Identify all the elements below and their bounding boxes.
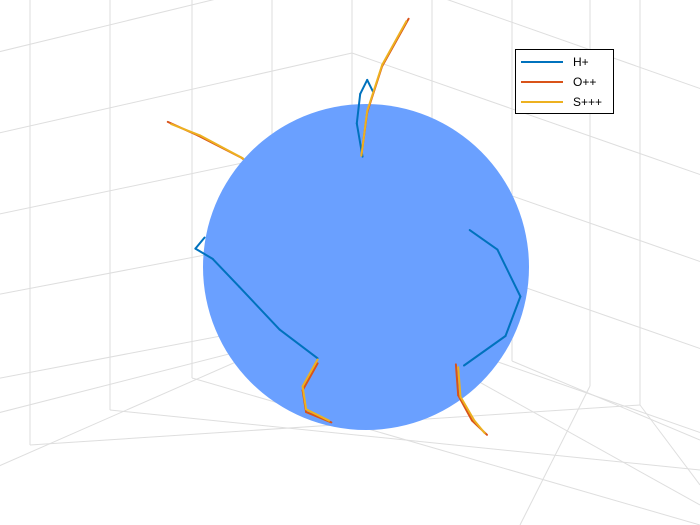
trajectory-segment-h-plus-3: [366, 78, 374, 93]
trajectory-segment-s-plus-plus-plus-3: [366, 64, 384, 113]
trajectory-segment-s-plus-plus-plus-1: [305, 408, 331, 422]
trajectory-segment-h-plus-1: [278, 328, 319, 360]
trajectory-segment-s-plus-plus-plus-2: [473, 419, 486, 435]
trajectory-segment-h-plus-1: [194, 247, 214, 260]
trajectory-segment-s-plus-plus-plus-3: [360, 110, 369, 157]
legend-label-s-plus-plus-plus: S+++: [573, 95, 602, 109]
trajectories-front: [194, 17, 522, 436]
trajectory-segment-h-plus-2: [463, 335, 507, 367]
trajectory-segment-h-plus-2: [468, 229, 499, 251]
grid-line: [0, 342, 273, 413]
trajectory-segment-o-plus-plus-2: [457, 394, 473, 422]
grid-line: [447, 0, 700, 90]
grid-line: [351, 52, 700, 176]
trajectory-segment-s-plus-plus-plus-1: [301, 385, 308, 411]
grid-line: [511, 360, 700, 441]
grid-line: [519, 385, 591, 525]
grid-line: [0, 52, 353, 134]
legend-label-h-plus: H+: [573, 55, 589, 69]
trajectory-segment-s-plus-plus-plus-5: [170, 123, 201, 137]
grid-line: [639, 404, 700, 486]
trajectory-segment-h-plus-1: [238, 285, 281, 331]
legend: H+ O++ S+++: [515, 49, 614, 114]
legend-label-o-plus-plus: O++: [573, 75, 596, 89]
trajectory-segment-o-plus-plus-2: [454, 363, 460, 397]
trajectory-segment-h-plus-3: [355, 92, 362, 125]
trajectory-segment-o-plus-plus-1: [301, 362, 319, 392]
trajectory-segment-s-plus-plus-plus-3: [381, 20, 408, 66]
trajectory-segment-h-plus-3: [359, 78, 369, 95]
trajectory-segment-h-plus-2: [504, 295, 522, 337]
trajectory-segment-s-plus-plus-plus-1: [301, 358, 319, 388]
trajectory-segment-h-plus-1: [194, 236, 206, 250]
trajectory-segment-s-plus-plus-plus-5: [199, 134, 244, 160]
sphere: [203, 104, 529, 430]
trajectory-segment-h-plus-1: [211, 257, 241, 288]
trajectory-segment-s-plus-plus-plus-2: [457, 366, 462, 398]
grid-line: [0, 0, 215, 53]
trajectory-segment-s-plus-plus-plus-2: [459, 395, 476, 422]
trajectory-segment-h-plus-2: [496, 248, 522, 298]
